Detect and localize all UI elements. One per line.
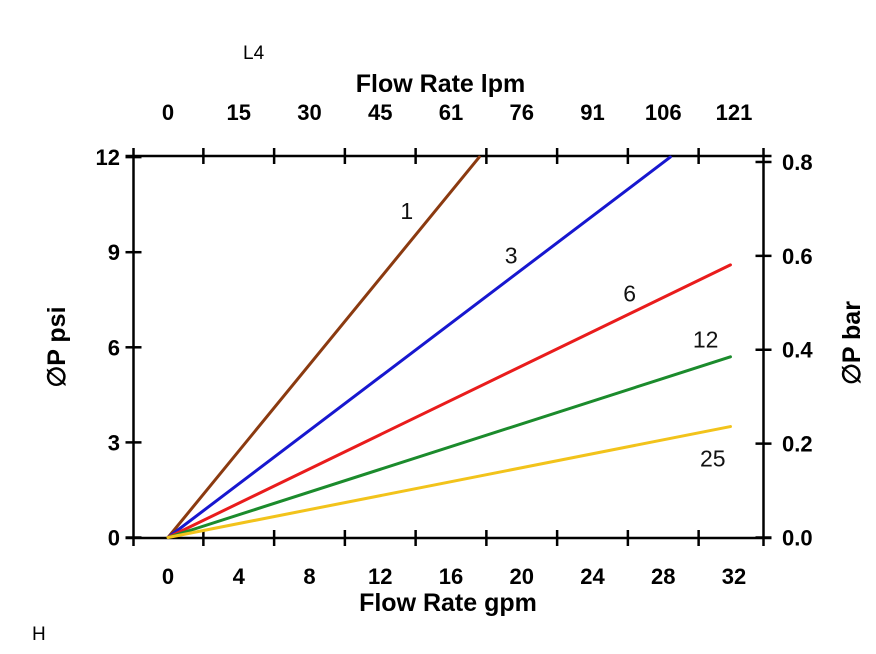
bottom-tick-label: 4: [233, 564, 246, 589]
curve-1: [166, 155, 481, 539]
bottom-tick-label: 0: [162, 564, 174, 589]
curve-label-12: 12: [693, 326, 719, 352]
curve-label-1: 1: [400, 198, 413, 224]
curve-6: [166, 263, 732, 539]
curve-label-25: 25: [700, 445, 726, 471]
left-tick-label: 12: [96, 145, 120, 170]
top-tick-label: 91: [580, 100, 604, 125]
bottom-axis-title: Flow Rate gpm: [359, 589, 537, 617]
left-tick-label: 3: [108, 430, 120, 455]
top-tick-label: 121: [716, 100, 753, 125]
bottom-tick-label: 24: [580, 564, 605, 589]
right-tick-label: 0.6: [782, 244, 813, 269]
top-tick-label: 0: [162, 100, 174, 125]
bottom-tick-label: 12: [368, 564, 392, 589]
top-tick-label: 15: [227, 100, 251, 125]
left-tick-label: 0: [108, 526, 120, 551]
curve-label-3: 3: [505, 242, 518, 268]
curve-12: [166, 355, 732, 539]
top-axis-title: Flow Rate lpm: [355, 70, 526, 98]
page-code-label: H: [32, 624, 46, 645]
curve-3: [166, 155, 672, 539]
left-axis-title: ∅P psi: [43, 306, 71, 388]
top-tick-label: 106: [645, 100, 682, 125]
bottom-tick-label: 28: [651, 564, 675, 589]
curve-label-6: 6: [623, 280, 636, 306]
bottom-tick-label: 16: [439, 564, 463, 589]
right-tick-label: 0.0: [782, 526, 813, 551]
left-tick-label: 9: [108, 240, 120, 265]
top-tick-label: 30: [297, 100, 321, 125]
bottom-tick-label: 8: [303, 564, 315, 589]
top-tick-label: 45: [368, 100, 392, 125]
right-tick-label: 0.2: [782, 432, 813, 457]
plot-code-label: L4: [243, 43, 265, 64]
right-tick-label: 0.4: [782, 338, 813, 363]
right-axis-title: ∅P bar: [838, 301, 866, 385]
curve-25: [166, 425, 732, 539]
bottom-tick-label: 32: [722, 564, 746, 589]
right-tick-label: 0.8: [782, 150, 813, 175]
left-tick-label: 6: [108, 335, 120, 360]
bottom-tick-label: 20: [510, 564, 534, 589]
top-tick-label: 76: [510, 100, 534, 125]
top-tick-label: 61: [439, 100, 463, 125]
